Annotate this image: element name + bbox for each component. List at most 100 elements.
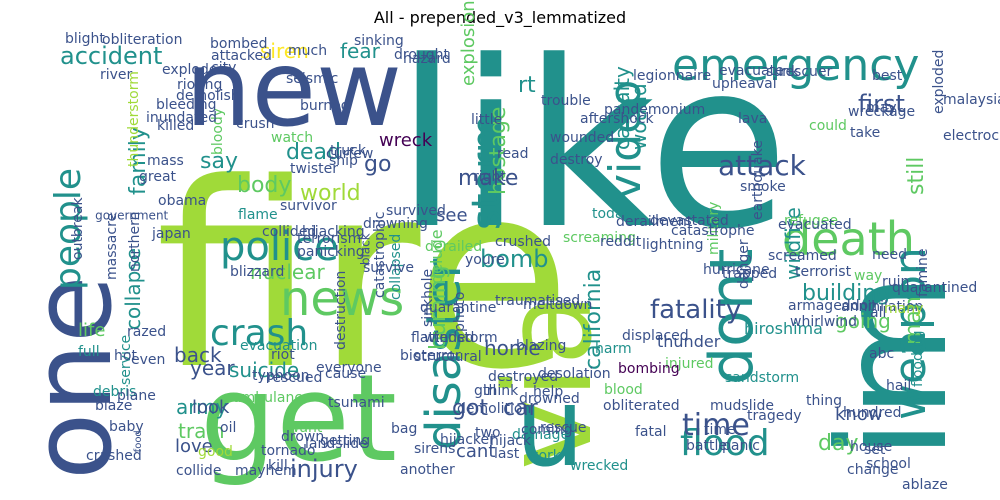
word-derailed: derailed <box>425 239 482 255</box>
word-displaced: displaced <box>622 328 689 344</box>
word-another: another <box>400 462 455 478</box>
word-obliterated: obliterated <box>603 398 680 414</box>
word-dead: dead <box>286 140 341 165</box>
word-storm: storm <box>464 114 510 230</box>
word-see: see <box>436 205 468 226</box>
chart-title: All - prepended_v3_lemmatized <box>373 8 627 27</box>
word-attack: attack <box>718 149 807 182</box>
word-demolish: demolish <box>176 88 240 104</box>
word-hijacker: hijacker <box>440 432 495 448</box>
word-sunk: sunk <box>766 64 800 80</box>
word-outbreak: outbreak <box>70 197 86 260</box>
word-wounded: wounded <box>550 130 614 146</box>
word-via: via <box>480 292 619 470</box>
word-watch: watch <box>271 130 313 146</box>
word-annihilation: annihilation <box>841 299 923 315</box>
word-river: river <box>100 67 133 83</box>
word-hijacking: hijacking <box>302 224 365 240</box>
word-blight: blight <box>65 31 105 47</box>
word-explode: explode <box>162 62 218 78</box>
word-life: life <box>78 320 105 341</box>
word-inundated: inundated <box>146 110 217 126</box>
word-flame: flame <box>238 207 278 223</box>
word-wreck: wreck <box>379 130 433 151</box>
word-ruin: ruin <box>882 274 909 290</box>
word-legionnaire: legionnaire <box>633 68 711 84</box>
word-bombing: bombing <box>618 361 680 377</box>
word-explosion: explosion <box>458 0 479 86</box>
word-think: think <box>483 383 519 399</box>
word-seismic: seismic <box>286 71 338 87</box>
word-earthquake: earthquake <box>750 140 766 220</box>
word-desolation: desolation <box>538 366 611 382</box>
word-hundred: hundred <box>843 405 901 421</box>
word-man: man <box>901 296 926 345</box>
word-emergency: emergency <box>672 40 919 91</box>
word-california: california <box>581 269 606 370</box>
word-cause: cause <box>325 366 366 382</box>
word-day: day <box>818 431 858 456</box>
word-family: family <box>126 127 151 195</box>
word-wound: wound <box>627 83 651 150</box>
word-bleeding: bleeding <box>156 97 217 113</box>
word-sirens: sirens <box>414 441 455 457</box>
word-suicide: suicide <box>229 358 299 382</box>
word-destruction: destruction <box>333 271 349 350</box>
word-destroy: destroy <box>550 152 603 168</box>
word-blizzard: blizzard <box>230 264 284 280</box>
word-injured: injured <box>665 356 713 372</box>
word-curfew: curfew <box>326 146 373 162</box>
word-rescue: rescue <box>540 420 587 436</box>
word-thing: thing <box>806 393 842 409</box>
word-obliteration: obliteration <box>102 32 183 48</box>
word-drowned: drowned <box>519 391 580 407</box>
word-building: building <box>802 281 890 306</box>
word-electrocuted: electrocuted <box>943 128 1000 144</box>
word-girl: girl <box>474 383 496 399</box>
word-refugee: refugee <box>784 213 838 229</box>
word-hail: hail <box>886 378 911 394</box>
word-ship: ship <box>329 153 358 169</box>
word-bag: bag <box>391 421 417 437</box>
word-hazard: hazard <box>403 51 451 67</box>
word-obama: obama <box>158 193 206 209</box>
word-work: work <box>527 448 562 464</box>
word-people: people <box>48 168 89 290</box>
word-quarantine: quarantine <box>420 300 496 316</box>
word-damage: damage <box>512 427 569 443</box>
word-catastrophic: catastrophic <box>372 212 388 299</box>
word-mass: mass <box>147 153 184 169</box>
word-bombed: bombed <box>210 36 267 52</box>
word-one: one <box>8 275 136 480</box>
word-home: home <box>484 336 541 360</box>
word-last: last <box>494 446 520 462</box>
word-survivor: survivor <box>280 198 337 214</box>
word-survive: survive <box>363 260 414 276</box>
word-crash: crash <box>210 313 308 354</box>
word-plane: plane <box>117 388 156 404</box>
word-city: city <box>211 60 236 76</box>
word-crush: crush <box>236 116 275 132</box>
word-upheaval: upheaval <box>712 76 777 92</box>
word-panic: panic <box>722 438 760 454</box>
word-fatality: fatality <box>650 295 741 325</box>
word-rioting: rioting <box>177 77 222 93</box>
word-aftershock: aftershock <box>580 111 655 127</box>
word-debris: debris <box>93 384 136 400</box>
word-great: great <box>139 169 177 185</box>
word-like: like <box>395 13 789 280</box>
word-drown: drown <box>281 429 324 445</box>
word-army: army <box>176 395 228 419</box>
word-year: year <box>190 356 235 380</box>
word-exploded: exploded <box>931 50 947 114</box>
word-famine: famine <box>915 248 931 297</box>
word-sandstorm: sandstorm <box>725 370 799 386</box>
word-fatal: fatal <box>635 424 666 440</box>
word-landslide: landslide <box>305 436 368 452</box>
word-crushed: crushed <box>495 234 551 250</box>
word-blazing: blazing <box>516 338 566 354</box>
word-school: school <box>866 456 911 472</box>
word-evacuation: evacuation <box>240 338 317 354</box>
word-body: body <box>237 173 291 198</box>
